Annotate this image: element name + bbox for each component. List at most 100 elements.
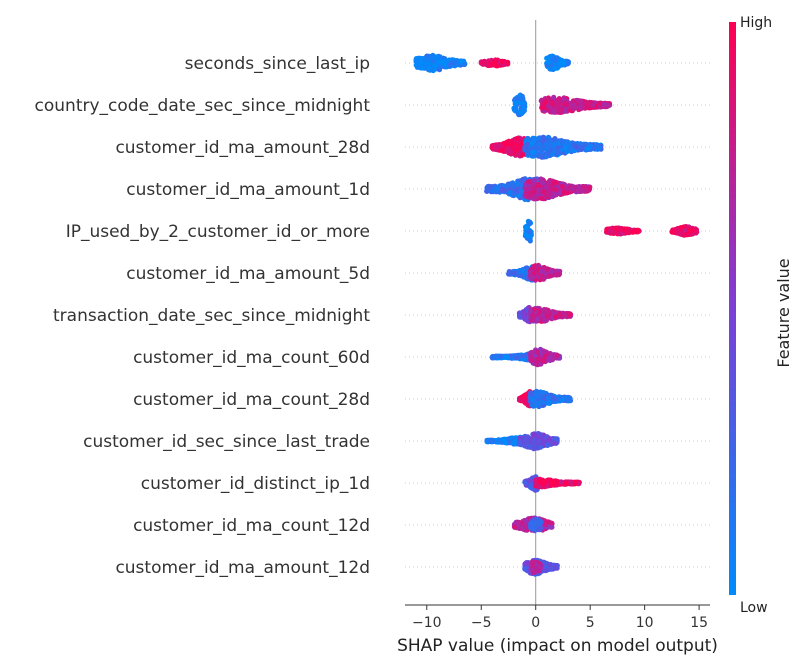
data-point [542,99,548,106]
data-point [513,355,519,361]
data-point [497,353,504,359]
feature-label: country_code_date_sec_since_midnight [35,96,371,116]
colorbar-low-label: Low [740,600,768,616]
data-point [510,141,516,147]
data-point [554,437,560,443]
data-point [413,56,419,62]
data-point [567,395,573,402]
data-point [590,102,596,109]
data-point [544,477,551,483]
data-point [578,188,584,194]
data-point [531,178,538,184]
data-point [530,438,536,444]
data-point [480,59,486,65]
data-point [538,176,544,182]
data-point [426,57,432,63]
data-point [511,270,517,276]
data-point [524,524,530,530]
data-point [693,227,700,233]
data-point [534,439,540,445]
data-point [517,435,523,441]
data-point [555,141,561,147]
data-point [531,569,537,575]
data-point [585,104,591,110]
data-point [562,108,568,114]
data-point [510,440,516,446]
data-point [540,189,547,195]
data-point [495,185,502,191]
data-point [491,187,497,193]
data-point [557,311,563,317]
data-point [548,143,554,149]
data-point [568,146,574,152]
data-point [531,446,537,452]
data-point [553,565,559,571]
data-point [514,185,520,191]
colorbar-high-label: High [740,15,772,31]
data-point [458,58,464,64]
x-tick-label: −5 [471,615,492,631]
data-point [539,435,545,441]
data-point [530,559,536,565]
data-point [557,60,563,66]
data-point [536,483,543,489]
data-point [537,525,543,531]
data-point [562,145,568,151]
data-point [570,186,576,192]
data-point [534,566,540,572]
data-point [556,272,562,278]
data-point [617,226,623,232]
data-point [560,396,566,402]
data-point [536,141,542,147]
data-point [535,356,542,362]
data-point [547,562,553,568]
data-point [546,59,552,65]
data-point [610,229,616,235]
data-point [542,353,548,359]
data-point [549,566,555,572]
data-point [501,437,507,443]
data-point [563,102,570,108]
data-point [549,524,555,530]
data-point [514,136,520,142]
data-point [515,151,521,157]
data-point [687,228,693,234]
data-point [536,153,542,159]
x-tick-label: 10 [636,615,654,631]
data-point [573,144,580,150]
data-point [571,102,577,108]
data-point [578,98,584,104]
data-point [523,269,529,275]
data-point [535,316,541,322]
data-point [555,145,561,151]
data-point [562,313,568,319]
data-point [553,187,559,193]
data-point [523,437,529,443]
data-point [492,58,499,64]
feature-label: customer_id_ma_amount_5d [126,264,370,284]
data-point [538,444,544,450]
data-point [530,185,536,191]
feature-label: customer_id_ma_count_28d [133,390,370,410]
data-point [551,55,557,61]
data-point [566,311,572,317]
data-point [521,107,528,114]
data-point [549,100,555,106]
x-axis-title: SHAP value (impact on model output) [397,636,718,656]
data-point [493,146,499,152]
data-point [484,188,490,194]
data-point [601,101,607,108]
data-point [499,58,505,65]
data-point [530,264,537,270]
data-point [540,276,547,282]
data-point [494,62,500,69]
data-point [529,520,535,526]
data-point [529,274,536,280]
feature-label: customer_id_ma_count_60d [133,348,370,368]
data-point [543,141,549,147]
data-point [520,96,526,102]
data-point [436,67,443,73]
data-point [558,479,565,485]
data-point [565,139,571,145]
colorbar [729,22,736,595]
